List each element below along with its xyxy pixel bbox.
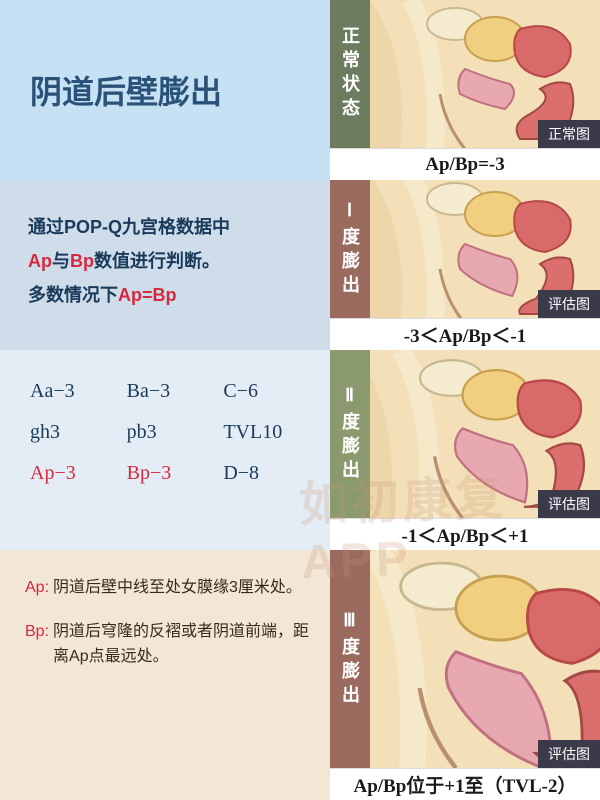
definition: Ap:阴道后壁中线至处女膜缘3厘米处。 xyxy=(25,575,310,601)
desc-text: 与 xyxy=(52,251,70,271)
desc-text: 数值进行判断。 xyxy=(94,251,220,271)
stage-formula: -1＜Ap/Bp＜+1 xyxy=(330,518,600,550)
stage-vertical-label: Ⅲ度膨出 xyxy=(330,550,370,768)
stage-row: Ⅰ度膨出 评估图-3＜Ap/Bp＜-1 xyxy=(330,180,600,350)
definition: Bp:阴道后穹隆的反褶或者阴道前端，距离Ap点最远处。 xyxy=(25,619,310,670)
stage-row: Ⅱ度膨出 评估图-1＜Ap/Bp＜+1 xyxy=(330,350,600,550)
stage-formula: Ap/Bp=-3 xyxy=(330,148,600,180)
desc-highlight-eq: Ap=Bp xyxy=(118,285,177,305)
stage-row: 正常状态 正常图Ap/Bp=-3 xyxy=(330,0,600,180)
popq-table: Aa−3 Ba−3 C−6 gh3 pb3 TVL10 Ap−3 Bp−3 D−8 xyxy=(0,350,330,550)
popq-cell: Ap−3 xyxy=(30,462,117,485)
stage-vertical-label: Ⅱ度膨出 xyxy=(330,350,370,518)
description-block: 通过POP-Q九宫格数据中 Ap与Bp数值进行判断。 多数情况下Ap=Bp xyxy=(0,180,330,350)
stage-row: Ⅲ度膨出 评估图Ap/Bp位于+1至（TVL-2） xyxy=(330,550,600,800)
stage-formula: -3＜Ap/Bp＜-1 xyxy=(330,318,600,350)
stage-vertical-label: Ⅰ度膨出 xyxy=(330,180,370,318)
diagram-tag: 评估图 xyxy=(538,740,600,768)
popq-cell: D−8 xyxy=(223,462,310,485)
desc-text: 多数情况下 xyxy=(28,285,118,305)
popq-cell: Ba−3 xyxy=(127,380,214,403)
definitions-block: Ap:阴道后壁中线至处女膜缘3厘米处。Bp:阴道后穹隆的反褶或者阴道前端，距离A… xyxy=(0,550,330,800)
diagram-tag: 评估图 xyxy=(538,490,600,518)
definition-body: 阴道后壁中线至处女膜缘3厘米处。 xyxy=(53,575,310,601)
definition-term: Ap: xyxy=(25,575,49,601)
popq-cell: gh3 xyxy=(30,421,117,444)
stage-vertical-label: 正常状态 xyxy=(330,0,370,148)
popq-cell: Bp−3 xyxy=(127,462,214,485)
definition-body: 阴道后穹隆的反褶或者阴道前端，距离Ap点最远处。 xyxy=(53,619,310,670)
popq-cell: C−6 xyxy=(223,380,310,403)
popq-cell: TVL10 xyxy=(223,421,310,444)
diagram-tag: 正常图 xyxy=(538,120,600,148)
anatomy-diagram: 评估图 xyxy=(370,180,600,318)
diagram-tag: 评估图 xyxy=(538,290,600,318)
anatomy-diagram: 正常图 xyxy=(370,0,600,148)
title-block: 阴道后壁膨出 xyxy=(0,0,330,180)
anatomy-diagram: 评估图 xyxy=(370,350,600,518)
page-title: 阴道后壁膨出 xyxy=(30,67,222,113)
desc-text: 通过POP-Q九宫格数据中 xyxy=(28,217,230,237)
popq-cell: pb3 xyxy=(127,421,214,444)
desc-highlight-ap: Ap xyxy=(28,251,52,271)
anatomy-diagram: 评估图 xyxy=(370,550,600,768)
desc-highlight-bp: Bp xyxy=(70,251,94,271)
popq-cell: Aa−3 xyxy=(30,380,117,403)
stage-formula: Ap/Bp位于+1至（TVL-2） xyxy=(330,768,600,800)
definition-term: Bp: xyxy=(25,619,49,670)
